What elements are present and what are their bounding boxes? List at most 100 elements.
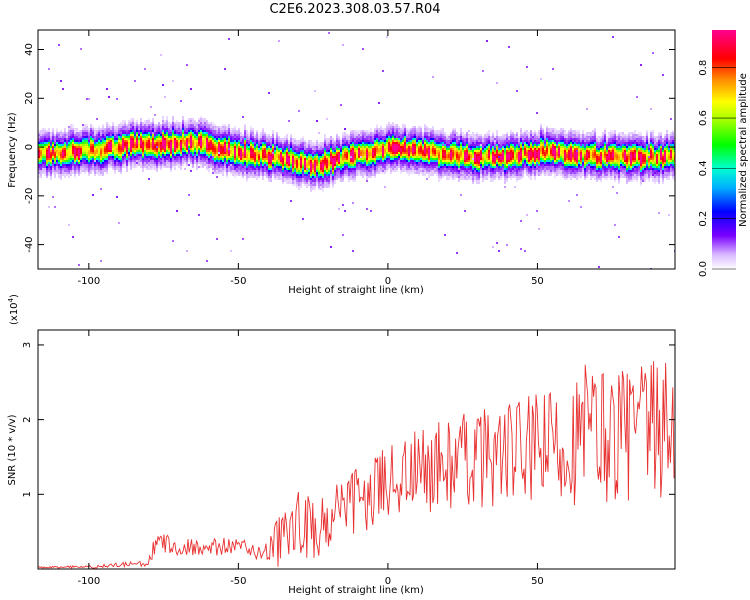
heatmap-cell xyxy=(384,152,386,154)
heatmap-cell xyxy=(250,164,252,166)
heatmap-cell xyxy=(446,140,448,142)
heatmap-cell xyxy=(354,144,356,146)
heatmap-cell xyxy=(258,148,260,150)
heatmap-cell xyxy=(50,144,52,146)
heatmap-cell xyxy=(286,170,288,172)
heatmap-cell xyxy=(50,152,52,154)
heatmap-cell xyxy=(230,136,232,138)
heatmap-cell xyxy=(38,176,40,178)
heatmap-cell xyxy=(158,166,160,168)
heatmap-cell xyxy=(54,206,56,208)
heatmap-cell xyxy=(304,176,306,178)
heatmap-cell xyxy=(220,126,222,128)
heatmap-cell xyxy=(76,142,78,144)
heatmap-cell xyxy=(404,152,406,154)
heatmap-cell xyxy=(182,142,184,144)
heatmap-cell xyxy=(186,158,188,160)
heatmap-cell xyxy=(118,130,120,132)
heatmap-cell xyxy=(306,144,308,146)
heatmap-cell xyxy=(448,144,450,146)
heatmap-cell xyxy=(78,134,80,136)
heatmap-cell xyxy=(316,178,318,180)
heatmap-cell xyxy=(90,128,92,130)
heatmap-cell xyxy=(300,156,302,158)
heatmap-cell xyxy=(344,156,346,158)
heatmap-cell xyxy=(438,148,440,150)
heatmap-cell xyxy=(266,136,268,138)
heatmap-cell xyxy=(312,174,314,176)
heatmap-cell xyxy=(116,168,118,170)
heatmap-cell xyxy=(434,166,436,168)
heatmap-cell xyxy=(150,160,152,162)
heatmap-cell xyxy=(386,168,388,170)
heatmap-cell xyxy=(202,136,204,138)
heatmap-cell xyxy=(90,126,92,128)
heatmap-cell xyxy=(138,124,140,126)
heatmap-cell xyxy=(368,134,370,136)
heatmap-cell xyxy=(188,150,190,152)
heatmap-cell xyxy=(360,134,362,136)
heatmap-cell xyxy=(364,156,366,158)
heatmap-cell xyxy=(320,188,322,190)
heatmap-cell xyxy=(106,152,108,154)
heatmap-cell xyxy=(222,152,224,154)
heatmap-cell xyxy=(174,152,176,154)
heatmap-cell xyxy=(198,160,200,162)
heatmap-cell xyxy=(326,170,328,172)
heatmap-cell xyxy=(306,158,308,160)
heatmap-cell xyxy=(142,136,144,138)
heatmap-cell xyxy=(104,164,106,166)
heatmap-cell xyxy=(410,142,412,144)
heatmap-cell xyxy=(432,132,434,134)
heatmap-cell xyxy=(72,150,74,152)
heatmap-cell xyxy=(136,128,138,130)
heatmap-cell xyxy=(176,162,178,164)
heatmap-cell xyxy=(226,138,228,140)
heatmap-cell xyxy=(120,168,122,170)
heatmap-cell xyxy=(42,148,44,150)
heatmap-cell xyxy=(128,154,130,156)
heatmap-cell xyxy=(318,154,320,156)
heatmap-cell xyxy=(60,172,62,174)
heatmap-cell xyxy=(434,152,436,154)
heatmap-cell xyxy=(420,160,422,162)
heatmap-cell xyxy=(66,160,68,162)
heatmap-cell xyxy=(286,160,288,162)
heatmap-cell xyxy=(346,168,348,170)
heatmap-cell xyxy=(322,150,324,152)
heatmap-cell xyxy=(444,170,446,172)
heatmap-cell xyxy=(184,132,186,134)
heatmap-cell xyxy=(332,142,334,144)
heatmap-cell xyxy=(238,158,240,160)
heatmap-cell xyxy=(328,168,330,170)
heatmap-cell xyxy=(66,132,68,134)
heatmap-cell xyxy=(248,154,250,156)
heatmap-cell xyxy=(386,130,388,132)
heatmap-cell xyxy=(424,142,426,144)
heatmap-cell xyxy=(174,140,176,142)
heatmap-cell xyxy=(150,130,152,132)
heatmap-cell xyxy=(100,164,102,166)
heatmap-cell xyxy=(296,186,298,188)
heatmap-cell xyxy=(72,128,74,130)
heatmap-cell xyxy=(112,150,114,152)
heatmap-cell xyxy=(382,146,384,148)
heatmap-cell xyxy=(280,162,282,164)
heatmap-cell xyxy=(410,160,412,162)
heatmap-cell xyxy=(312,166,314,168)
heatmap-cell xyxy=(112,132,114,134)
heatmap-cell xyxy=(260,154,262,156)
heatmap-cell xyxy=(432,138,434,140)
heatmap-cell xyxy=(390,152,392,154)
heatmap-cell xyxy=(120,138,122,140)
heatmap-cell xyxy=(444,140,446,142)
heatmap-cell xyxy=(90,146,92,148)
heatmap-cell xyxy=(134,164,136,166)
heatmap-cell xyxy=(224,142,226,144)
heatmap-cell xyxy=(144,162,146,164)
heatmap-cell xyxy=(204,150,206,152)
heatmap-cell xyxy=(284,156,286,158)
heatmap-cell xyxy=(374,140,376,142)
heatmap-cell xyxy=(158,154,160,156)
heatmap-cell xyxy=(404,126,406,128)
